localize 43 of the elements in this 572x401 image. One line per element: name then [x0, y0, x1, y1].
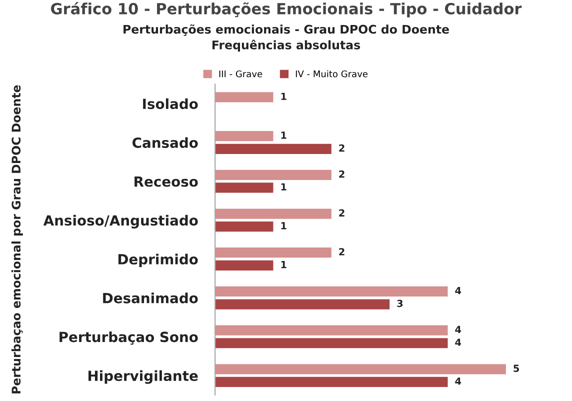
bar: [215, 131, 274, 142]
y-tick-label: Perturbaçao Sono: [60, 331, 198, 345]
bar: [215, 144, 332, 154]
y-axis-title: Perturbaçao emocional por Grau DPOC Doente: [11, 85, 23, 394]
bar: [215, 338, 448, 348]
bar: [215, 222, 274, 232]
bar: [215, 208, 332, 219]
bar: [215, 376, 448, 388]
data-label: 4: [455, 326, 462, 333]
data-label: 2: [339, 144, 344, 152]
bar: [215, 260, 274, 270]
y-tick-label: Receoso: [134, 176, 198, 187]
bar: [215, 286, 448, 297]
data-label: 1: [281, 183, 286, 190]
bar: [215, 364, 506, 374]
data-label: 2: [339, 248, 344, 256]
data-label: 2: [339, 170, 344, 178]
bar: [215, 248, 332, 258]
data-label: 4: [455, 338, 462, 346]
y-tick-label: Hipervigilante: [88, 370, 198, 384]
legend-label: III - Grave: [219, 70, 262, 78]
y-tick-label: Cansado: [132, 137, 198, 148]
data-label: 5: [514, 364, 519, 372]
bar: [215, 325, 448, 336]
data-label: 4: [455, 287, 462, 294]
y-tick-label: Deprimido: [118, 254, 198, 268]
bar: [215, 170, 332, 180]
y-tick-label: Desanimado: [103, 292, 198, 304]
chart-title: Perturbações emocionais - Grau DPOC do Doente Frequências absolutas: [124, 24, 449, 52]
data-label: 2: [339, 209, 344, 216]
bar: [215, 92, 274, 102]
bar: [215, 182, 274, 193]
data-label: 1: [281, 261, 286, 268]
legend-label: IV - Muito Grave: [296, 70, 368, 78]
y-tick-label: Isolado: [143, 98, 198, 110]
text: Gráfico 10 - Perturbações Emocionais - Tipo - Cuidador: [51, 2, 522, 18]
data-label: 4: [455, 378, 462, 385]
data-label: 1: [281, 92, 286, 100]
data-label: 3: [397, 300, 403, 308]
bar: [215, 299, 390, 310]
y-tick-label: Ansioso/Angustiado: [43, 214, 198, 228]
data-label: 1: [281, 222, 286, 230]
data-label: 1: [281, 132, 286, 139]
